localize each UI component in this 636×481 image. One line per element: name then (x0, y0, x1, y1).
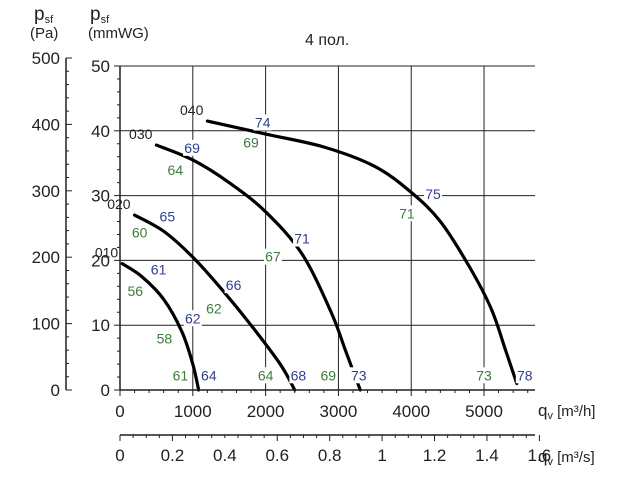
sound-level-label: 66 (226, 277, 242, 293)
annotation-bg (242, 134, 261, 151)
mmwg-axis-symbol: psf (90, 4, 110, 26)
sound-level-label: 74 (255, 115, 271, 131)
x2-tick-label: 0.6 (265, 446, 289, 465)
sound-level-label: 64 (258, 367, 274, 383)
sound-level-label: 73 (476, 367, 492, 383)
x2-tick-label: 1.6 (528, 446, 552, 465)
fan-label-040: 040 (180, 102, 204, 118)
mmwg-tick-label: 10 (91, 316, 110, 335)
annotation-bg (397, 205, 416, 222)
x2-tick-label: 1.4 (475, 446, 499, 465)
annotation-bg (263, 248, 282, 265)
sound-level-label: 73 (351, 367, 367, 383)
pa-tick-label: 0 (51, 381, 60, 400)
chart-title: 4 пол. (305, 32, 349, 49)
pa-tick-label: 100 (32, 315, 60, 334)
annotation-bg (166, 161, 185, 178)
sound-level-label: 78 (517, 367, 533, 383)
fan-curve-010 (120, 262, 201, 392)
annotation-bg (183, 139, 202, 156)
x-tick-label: 0 (115, 402, 124, 421)
annotation-bg (126, 283, 145, 300)
fan-curve-040 (205, 119, 519, 386)
fan-curve-030 (154, 143, 362, 392)
annotation-bg (171, 367, 190, 384)
x2-tick-label: 1 (377, 446, 386, 465)
mmwg-tick-label: 50 (91, 57, 110, 76)
mmwg-axis-unit: (mmWG) (88, 25, 149, 42)
sound-level-label: 61 (151, 262, 167, 278)
annotation-bg (130, 224, 149, 241)
mmwg-tick-label: 20 (91, 251, 110, 270)
annotation-bg (204, 300, 223, 317)
mmwg-tick-label: 30 (91, 187, 110, 206)
sound-level-label: 61 (173, 367, 189, 383)
annotation-bg (253, 114, 272, 131)
fan-curves (120, 119, 519, 392)
x-tick-label: 4000 (392, 402, 430, 421)
fan-curve-020 (132, 213, 297, 392)
x-axis-label: qv [m³/h] (538, 401, 595, 422)
x2-tick-label: 0 (115, 446, 124, 465)
x2-tick-label: 0.8 (318, 446, 342, 465)
sound-level-label: 62 (185, 310, 201, 326)
pa-tick-label: 200 (32, 248, 60, 267)
x2-tick-label: 1.2 (423, 446, 447, 465)
annotation-bg (349, 367, 368, 384)
pa-tick-label: 400 (32, 115, 60, 134)
annotation-bg (319, 367, 338, 384)
sound-level-label: 69 (184, 140, 200, 156)
pa-axis-unit: (Pa) (30, 25, 58, 42)
x2-tick-label: 0.2 (161, 446, 185, 465)
sound-level-label: 67 (265, 249, 281, 265)
annotation-bg (199, 367, 218, 384)
annotation-bg (256, 367, 275, 384)
sound-level-label: 65 (160, 209, 176, 225)
axes (65, 57, 540, 441)
annotation-bg (224, 277, 243, 294)
pa-tick-label: 300 (32, 182, 60, 201)
sound-level-label: 69 (243, 135, 259, 151)
x-tick-label: 3000 (320, 402, 358, 421)
sound-level-label: 68 (291, 367, 307, 383)
annotation-bg (424, 185, 443, 202)
sound-level-label: 64 (201, 367, 217, 383)
fan-label-030: 030 (129, 126, 153, 142)
annotation-bg (183, 310, 202, 327)
x-tick-label: 1000 (174, 402, 212, 421)
sound-level-label: 62 (206, 301, 222, 317)
fan-label-020: 020 (107, 196, 131, 212)
annotation-bg (293, 230, 312, 247)
fan-label-010: 010 (95, 245, 119, 261)
sound-level-label: 60 (132, 225, 148, 241)
annotation-bg (149, 261, 168, 278)
annotation-bg (155, 330, 174, 347)
x-tick-label: 2000 (247, 402, 285, 421)
annotation-bg (475, 367, 494, 384)
annotation-bg (289, 367, 308, 384)
sound-level-label: 71 (399, 205, 415, 221)
annotation-bg (515, 367, 534, 384)
mmwg-tick-label: 0 (101, 381, 110, 400)
x-tick-label: 5000 (465, 402, 503, 421)
sound-level-label: 71 (294, 231, 310, 247)
sound-level-label: 69 (320, 367, 336, 383)
sound-level-label: 58 (157, 330, 173, 346)
pa-tick-label: 500 (32, 49, 60, 68)
sound-level-label: 56 (128, 283, 144, 299)
sound-level-label: 64 (168, 162, 184, 178)
sound-level-label: 75 (425, 186, 441, 202)
x2-tick-label: 0.4 (213, 446, 237, 465)
mmwg-tick-label: 40 (91, 122, 110, 141)
annotation-bg (158, 208, 177, 225)
x2-axis-label: qv [m³/s] (538, 447, 595, 468)
pa-axis-symbol: psf (34, 4, 54, 26)
